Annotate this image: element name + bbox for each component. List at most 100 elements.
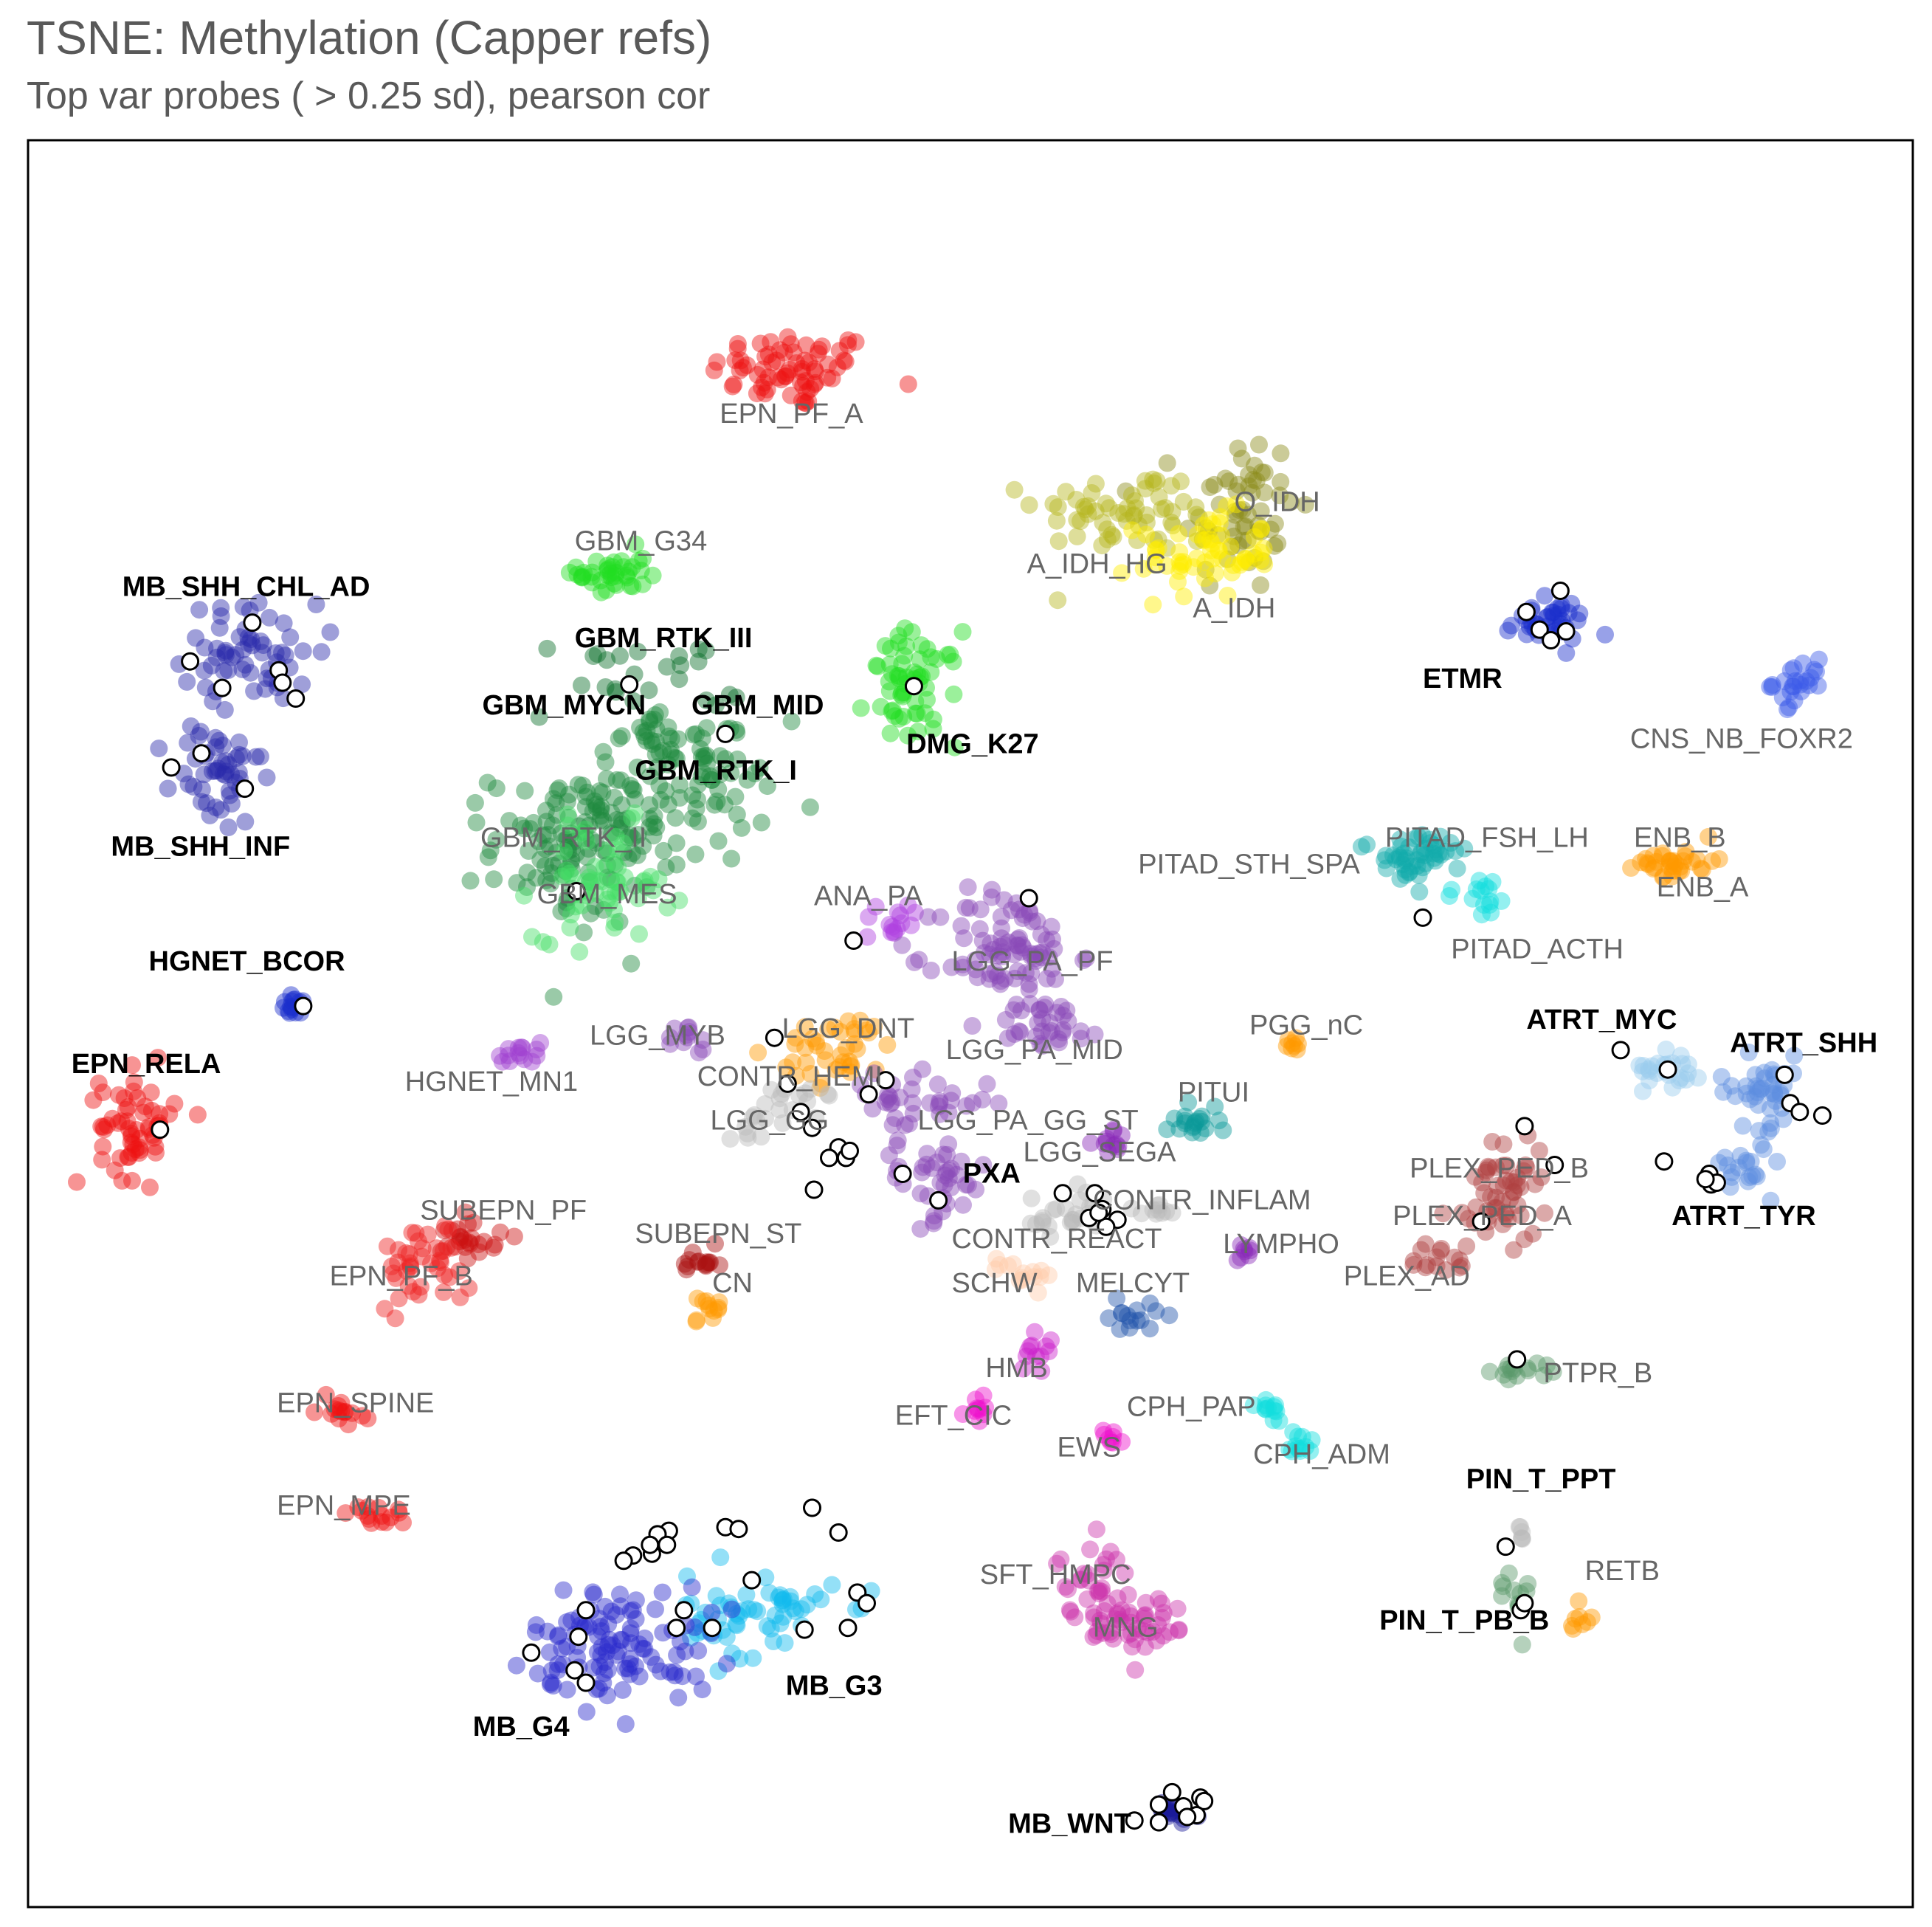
cluster-label: HMB xyxy=(985,1353,1047,1384)
data-point xyxy=(787,1029,805,1047)
data-point xyxy=(1543,603,1561,621)
cluster-cn xyxy=(687,1289,728,1331)
data-point xyxy=(413,1247,431,1266)
data-point xyxy=(275,993,294,1011)
data-point xyxy=(1158,539,1176,557)
reference-sample-marker xyxy=(929,1190,948,1210)
cluster-label: MB_WNT xyxy=(1008,1809,1131,1840)
data-point xyxy=(1086,475,1105,493)
data-point xyxy=(1005,1025,1024,1044)
data-point xyxy=(349,1498,368,1517)
data-point xyxy=(716,750,734,768)
data-point xyxy=(1229,536,1248,554)
data-point xyxy=(576,824,594,842)
data-point xyxy=(435,1283,453,1301)
data-point xyxy=(106,1161,124,1179)
data-point xyxy=(1475,896,1493,914)
data-point xyxy=(880,672,898,691)
data-point xyxy=(130,1144,148,1162)
data-point xyxy=(591,1618,610,1636)
data-point xyxy=(1009,937,1027,955)
data-point xyxy=(558,1613,576,1631)
data-point xyxy=(523,928,541,946)
cluster-atrt-tyr xyxy=(1710,1136,1786,1210)
data-point xyxy=(793,362,811,381)
data-point xyxy=(731,362,749,379)
data-point xyxy=(587,552,606,570)
cluster-pitui xyxy=(1158,1093,1232,1142)
reference-sample-marker xyxy=(294,996,313,1016)
data-point xyxy=(1175,587,1193,606)
cluster-lgg-pa-pf xyxy=(893,878,1095,1022)
data-point xyxy=(549,1626,567,1644)
data-point xyxy=(889,627,908,645)
data-point xyxy=(1048,1004,1066,1022)
data-point xyxy=(957,1176,975,1194)
data-point xyxy=(1762,1114,1780,1132)
data-point xyxy=(745,1601,763,1619)
data-point xyxy=(925,1207,943,1224)
data-point xyxy=(1067,491,1086,509)
data-point xyxy=(1232,553,1251,571)
data-point xyxy=(1008,936,1027,954)
cluster-label: LYMPHO xyxy=(1223,1229,1339,1260)
data-point xyxy=(683,786,702,804)
data-point xyxy=(775,343,793,362)
data-point xyxy=(621,1624,640,1642)
data-point xyxy=(1098,1594,1117,1613)
data-point xyxy=(1027,945,1045,963)
data-point xyxy=(711,1596,729,1615)
reference-sample-marker xyxy=(859,1085,878,1104)
data-point xyxy=(611,882,629,900)
data-point xyxy=(666,1019,683,1038)
cluster-pitad-acth xyxy=(1441,872,1511,924)
data-point xyxy=(1781,661,1800,679)
data-point xyxy=(487,779,506,798)
data-point xyxy=(530,708,548,726)
data-point xyxy=(981,965,999,983)
data-point xyxy=(948,1165,966,1184)
data-point xyxy=(1010,1022,1028,1041)
data-point xyxy=(1076,500,1094,519)
data-point xyxy=(353,1407,371,1425)
data-point xyxy=(390,1241,407,1259)
data-point xyxy=(1505,1183,1522,1202)
data-point xyxy=(890,667,908,685)
data-point xyxy=(618,810,637,828)
data-point xyxy=(322,1404,341,1423)
cluster-label: A_IDH_HG xyxy=(1027,549,1167,580)
data-point xyxy=(1255,555,1274,573)
data-point xyxy=(583,563,601,582)
data-point xyxy=(996,970,1014,988)
data-point xyxy=(1638,854,1657,872)
data-point xyxy=(1395,844,1413,863)
data-point xyxy=(1528,1354,1546,1373)
data-point xyxy=(1229,439,1247,458)
data-point xyxy=(1416,1235,1435,1253)
data-point xyxy=(558,830,576,848)
data-point xyxy=(123,1171,141,1190)
reference-sample-marker xyxy=(1696,1170,1715,1189)
cluster-label: CONTR_REACT xyxy=(952,1224,1162,1255)
reference-sample-marker xyxy=(1542,631,1561,649)
data-point xyxy=(198,794,215,813)
data-point xyxy=(607,1606,625,1624)
data-point xyxy=(1477,1163,1495,1182)
data-point xyxy=(1657,1040,1675,1058)
data-point xyxy=(624,692,643,710)
data-point xyxy=(935,1176,953,1194)
data-point xyxy=(147,1143,165,1162)
data-point xyxy=(1303,1431,1321,1449)
data-point xyxy=(991,975,1010,993)
data-point xyxy=(1141,1295,1159,1312)
data-point xyxy=(623,809,641,827)
reference-sample-marker xyxy=(620,675,639,694)
data-point xyxy=(641,818,659,836)
data-point xyxy=(591,807,610,825)
data-point xyxy=(889,1131,907,1150)
data-point xyxy=(591,811,610,830)
data-point xyxy=(889,633,908,652)
data-point xyxy=(432,1242,450,1261)
data-point xyxy=(275,614,293,632)
data-point xyxy=(1108,1289,1126,1308)
